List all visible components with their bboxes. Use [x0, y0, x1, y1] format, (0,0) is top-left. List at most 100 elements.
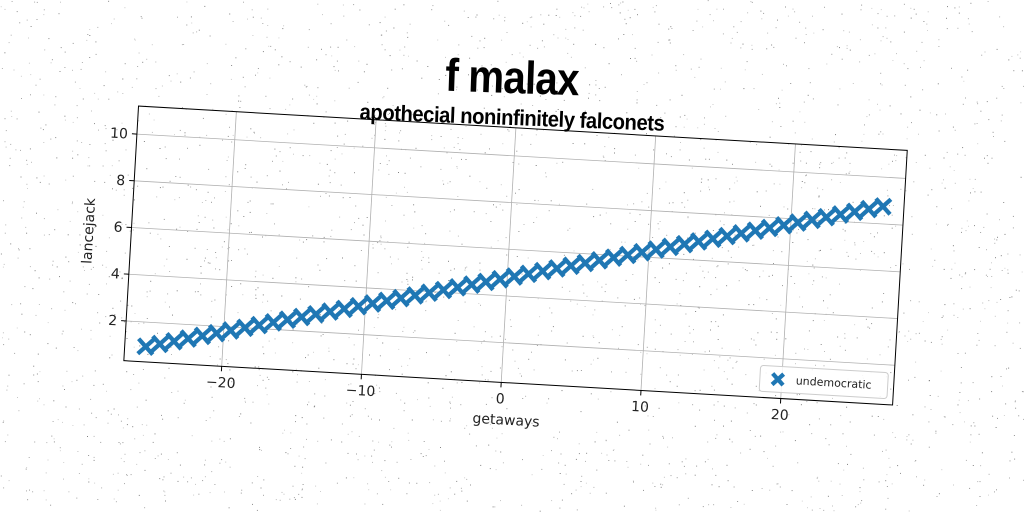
noise-dot: [316, 95, 318, 97]
noise-dot: [457, 196, 459, 197]
noise-dot: [94, 482, 96, 484]
noise-dot: [509, 420, 511, 422]
noise-dot: [878, 133, 880, 135]
noise-dot: [895, 225, 897, 227]
data-point: [193, 326, 212, 346]
noise-dot: [812, 284, 814, 285]
noise-dot: [618, 347, 619, 349]
noise-dot: [285, 452, 287, 454]
noise-dot: [624, 305, 626, 307]
noise-dot: [610, 223, 612, 225]
noise-dot: [76, 117, 78, 119]
noise-dot: [691, 353, 693, 355]
noise-dot: [164, 301, 166, 303]
data-point: [604, 248, 623, 267]
noise-dot: [555, 15, 557, 16]
noise-dot: [376, 384, 378, 386]
noise-dot: [382, 97, 384, 99]
noise-dot: [936, 206, 938, 208]
noise-dot: [76, 497, 78, 499]
noise-dot: [736, 180, 738, 182]
noise-dot: [299, 239, 301, 241]
noise-dot: [637, 344, 639, 346]
noise-dot: [105, 128, 107, 130]
noise-dot: [668, 463, 670, 465]
noise-dot: [40, 127, 42, 129]
noise-dot: [952, 126, 954, 128]
noise-dot: [970, 425, 972, 427]
noise-dot: [231, 110, 233, 112]
noise-dot: [605, 439, 607, 441]
noise-dot: [384, 248, 386, 250]
data-point: [802, 210, 822, 230]
noise-dot: [588, 123, 590, 124]
noise-dot: [666, 153, 667, 155]
noise-dot: [409, 157, 411, 159]
noise-dot: [25, 226, 27, 228]
noise-dot: [898, 331, 900, 333]
noise-dot: [177, 390, 179, 392]
noise-dot: [557, 438, 558, 440]
noise-dot: [640, 463, 642, 465]
noise-dot: [845, 173, 847, 175]
noise-dot: [231, 141, 233, 143]
noise-dot: [595, 80, 597, 81]
noise-dot: [641, 201, 643, 203]
noise-dot: [313, 351, 314, 353]
noise-dot: [364, 408, 366, 410]
noise-dot: [121, 223, 123, 225]
noise-dot: [585, 482, 587, 484]
data-point: [660, 237, 680, 257]
noise-dot: [89, 57, 91, 58]
noise-dot: [258, 366, 260, 368]
noise-dot: [499, 367, 501, 369]
noise-dot: [163, 490, 165, 492]
noise-dot: [605, 440, 607, 442]
noise-dot: [460, 487, 462, 489]
noise-dot: [747, 12, 749, 14]
noise-dot: [773, 263, 774, 265]
noise-dot: [413, 204, 415, 206]
noise-dot: [479, 382, 481, 384]
noise-dot: [323, 417, 325, 419]
noise-dot: [713, 504, 715, 506]
noise-dot: [227, 363, 229, 365]
noise-dot: [348, 87, 350, 89]
noise-dot: [384, 123, 386, 125]
noise-dot: [700, 181, 702, 183]
noise-dot: [504, 338, 506, 340]
noise-dot: [438, 79, 440, 80]
noise-dot: [868, 54, 870, 56]
noise-dot: [996, 97, 998, 99]
noise-dot: [106, 283, 107, 285]
noise-dot: [127, 174, 129, 176]
noise-dot: [170, 472, 172, 474]
noise-dot: [358, 217, 360, 219]
noise-dot: [10, 243, 12, 245]
noise-dot: [3, 344, 5, 346]
noise-dot: [683, 465, 685, 467]
noise-dot: [551, 330, 553, 332]
noise-dot: [81, 463, 83, 465]
noise-dot: [627, 9, 629, 11]
noise-dot: [283, 25, 285, 27]
noise-dot: [262, 23, 264, 24]
noise-dot: [996, 48, 998, 50]
noise-dot: [326, 163, 328, 165]
noise-dot: [123, 461, 125, 463]
noise-dot: [3, 200, 4, 202]
noise-dot: [965, 97, 966, 99]
noise-dot: [576, 370, 578, 372]
noise-dot: [808, 68, 810, 70]
noise-dot: [379, 355, 381, 357]
noise-dot: [15, 149, 17, 151]
noise-dot: [886, 486, 888, 487]
noise-dot: [531, 16, 533, 18]
noise-dot: [604, 146, 606, 148]
noise-dot: [938, 46, 940, 47]
noise-dot: [533, 369, 535, 371]
noise-dot: [610, 3, 611, 4]
noise-dot: [586, 203, 588, 205]
noise-dot: [384, 16, 386, 18]
noise-dot: [574, 15, 576, 17]
